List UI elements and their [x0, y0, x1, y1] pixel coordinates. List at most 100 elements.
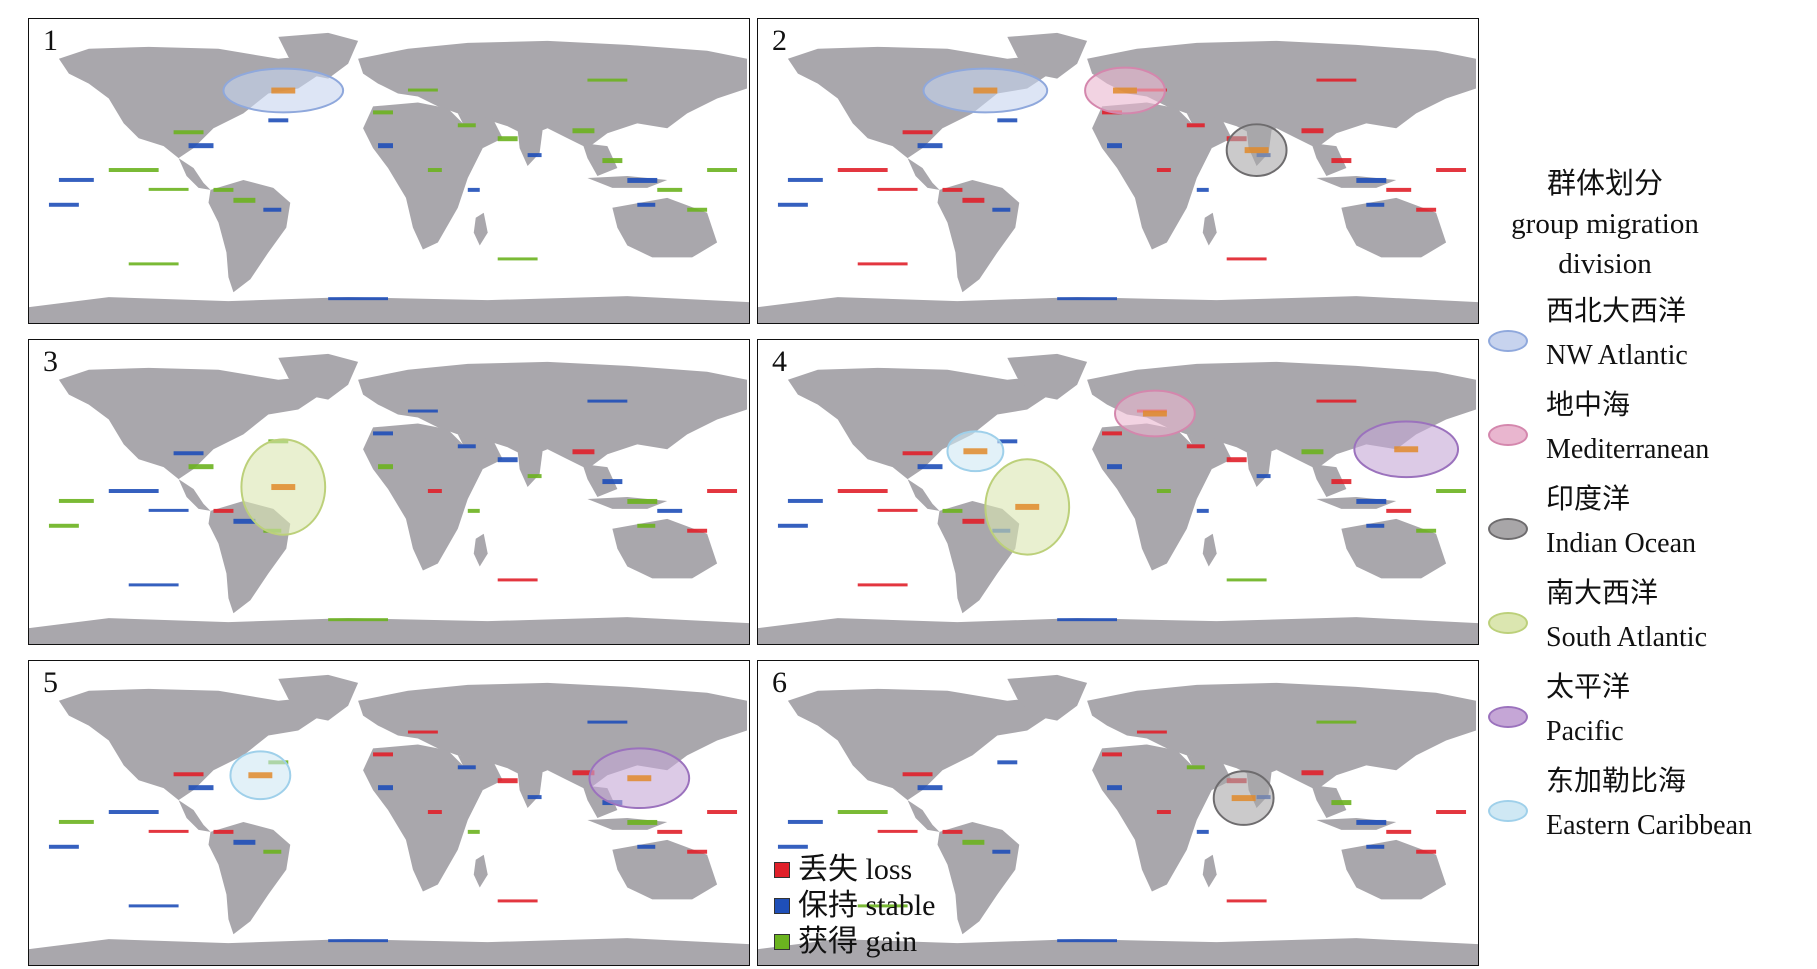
- division-label-en: Mediterranean: [1546, 434, 1710, 465]
- habitat-gain-patch: [837, 810, 888, 814]
- south-america-landmass: [937, 179, 1020, 293]
- habitat-gain-patch: [467, 508, 480, 513]
- division-label-zh: 地中海: [1546, 390, 1631, 421]
- habitat-stable-patch: [233, 518, 256, 524]
- greenland-landmass: [278, 674, 359, 721]
- habitat-stable-patch: [1107, 464, 1122, 470]
- world-map-1: [29, 32, 749, 323]
- habitat-stable-patch: [497, 457, 518, 463]
- habitat-gain-patch: [1331, 800, 1352, 806]
- habitat-gain-patch: [962, 839, 985, 845]
- habitat-loss-patch: [687, 849, 708, 854]
- world-map-6: [758, 674, 1478, 965]
- habitat-loss-patch: [572, 770, 595, 776]
- ellipse-swatch: [1488, 800, 1528, 822]
- range-shift-marker: [1394, 446, 1419, 453]
- se-asia-landmass: [1311, 785, 1347, 818]
- habitat-loss-patch: [497, 778, 518, 784]
- habitat-loss-patch: [942, 829, 963, 834]
- habitat-stable-patch: [1107, 143, 1122, 149]
- se-asia-landmass: [1311, 464, 1347, 497]
- habitat-loss-patch: [148, 829, 189, 833]
- division-item-eastern-caribbean: 东加勒比海 Eastern Caribbean: [1480, 760, 1816, 848]
- habitat-loss-patch: [687, 528, 708, 533]
- habitat-loss-patch: [1226, 899, 1267, 903]
- division-item-south-atlantic: 南大西洋 South Atlantic: [1480, 572, 1816, 660]
- habitat-stable-patch: [128, 904, 179, 908]
- panel-number: 4: [772, 345, 787, 378]
- arabia-landmass: [1186, 434, 1232, 470]
- antarctica-landmass: [29, 296, 749, 323]
- range-shift-marker: [1113, 87, 1137, 94]
- habitat-stable-patch: [188, 785, 214, 791]
- habitat-stable-patch: [637, 844, 656, 849]
- habitat-stable-patch: [1107, 785, 1122, 791]
- habitat-loss-patch: [1226, 457, 1247, 463]
- habitat-gain-patch: [587, 78, 628, 82]
- title-en-line-2: division: [1558, 248, 1652, 280]
- habitat-stable-patch: [602, 479, 623, 485]
- status-legend: 丢失 loss 保持 stable 获得 gain: [774, 852, 935, 960]
- title-en-line-1: group migration: [1511, 208, 1699, 240]
- legend-item-stable: 保持 stable: [774, 888, 935, 924]
- ellipse-swatch: [1488, 518, 1528, 540]
- antarctica-landmass: [758, 617, 1478, 644]
- antarctica-landmass: [29, 938, 749, 965]
- arabia-landmass: [457, 755, 503, 791]
- australia-landmass: [612, 518, 718, 579]
- habitat-stable-patch: [777, 844, 808, 849]
- habitat-stable-patch: [917, 464, 943, 470]
- habitat-gain-patch: [707, 168, 738, 172]
- greenland-landmass: [1007, 674, 1088, 721]
- habitat-gain-patch: [857, 904, 908, 908]
- africa-landmass: [363, 102, 483, 250]
- india-landmass: [517, 451, 543, 488]
- north-america-landmass: [58, 367, 329, 480]
- habitat-loss-patch: [373, 752, 393, 757]
- north-america-landmass: [787, 367, 1058, 480]
- habitat-stable-patch: [657, 508, 683, 513]
- australia-landmass: [1341, 197, 1447, 258]
- habitat-gain-patch: [602, 158, 623, 164]
- africa-landmass: [363, 423, 483, 571]
- se-asia-landmass: [1311, 143, 1347, 176]
- panel-number: 2: [772, 24, 787, 57]
- habitat-loss-patch: [1136, 730, 1167, 734]
- habitat-gain-patch: [1226, 578, 1267, 582]
- madagascar-landmass: [1202, 212, 1217, 246]
- habitat-gain-patch: [637, 523, 656, 528]
- division-item-nw-atlantic: 西北大西洋 NW Atlantic: [1480, 290, 1816, 378]
- stable-swatch: [774, 898, 790, 914]
- division-label-en: Pacific: [1546, 716, 1624, 747]
- habitat-loss-patch: [1301, 128, 1324, 134]
- ellipse-swatch: [1488, 424, 1528, 446]
- habitat-loss-patch: [657, 829, 683, 834]
- division-label-zh: 印度洋: [1546, 484, 1631, 515]
- habitat-stable-patch: [1366, 844, 1385, 849]
- range-shift-marker: [1142, 410, 1167, 417]
- habitat-stable-patch: [787, 498, 823, 503]
- habitat-gain-patch: [1316, 720, 1357, 724]
- habitat-gain-patch: [1156, 489, 1171, 493]
- habitat-stable-patch: [233, 839, 256, 845]
- habitat-gain-patch: [328, 618, 389, 622]
- habitat-stable-patch: [777, 523, 808, 528]
- range-shift-marker: [963, 448, 988, 455]
- range-shift-marker: [1231, 795, 1256, 802]
- se-asia-landmass: [582, 143, 618, 176]
- habitat-loss-patch: [877, 829, 918, 833]
- habitat-stable-patch: [1196, 508, 1209, 513]
- africa-landmass: [1092, 423, 1212, 571]
- habitat-gain-patch: [213, 187, 234, 192]
- habitat-stable-patch: [48, 202, 79, 207]
- habitat-stable-patch: [587, 720, 628, 724]
- habitat-gain-patch: [48, 523, 79, 528]
- central-america-landmass: [178, 800, 211, 832]
- habitat-stable-patch: [268, 118, 289, 123]
- habitat-loss-patch: [707, 489, 738, 493]
- greenland-landmass: [1007, 32, 1088, 79]
- eurasia-landmass: [1087, 682, 1477, 791]
- habitat-stable-patch: [373, 431, 393, 436]
- habitat-stable-patch: [1196, 187, 1209, 192]
- se-asia-landmass: [582, 464, 618, 497]
